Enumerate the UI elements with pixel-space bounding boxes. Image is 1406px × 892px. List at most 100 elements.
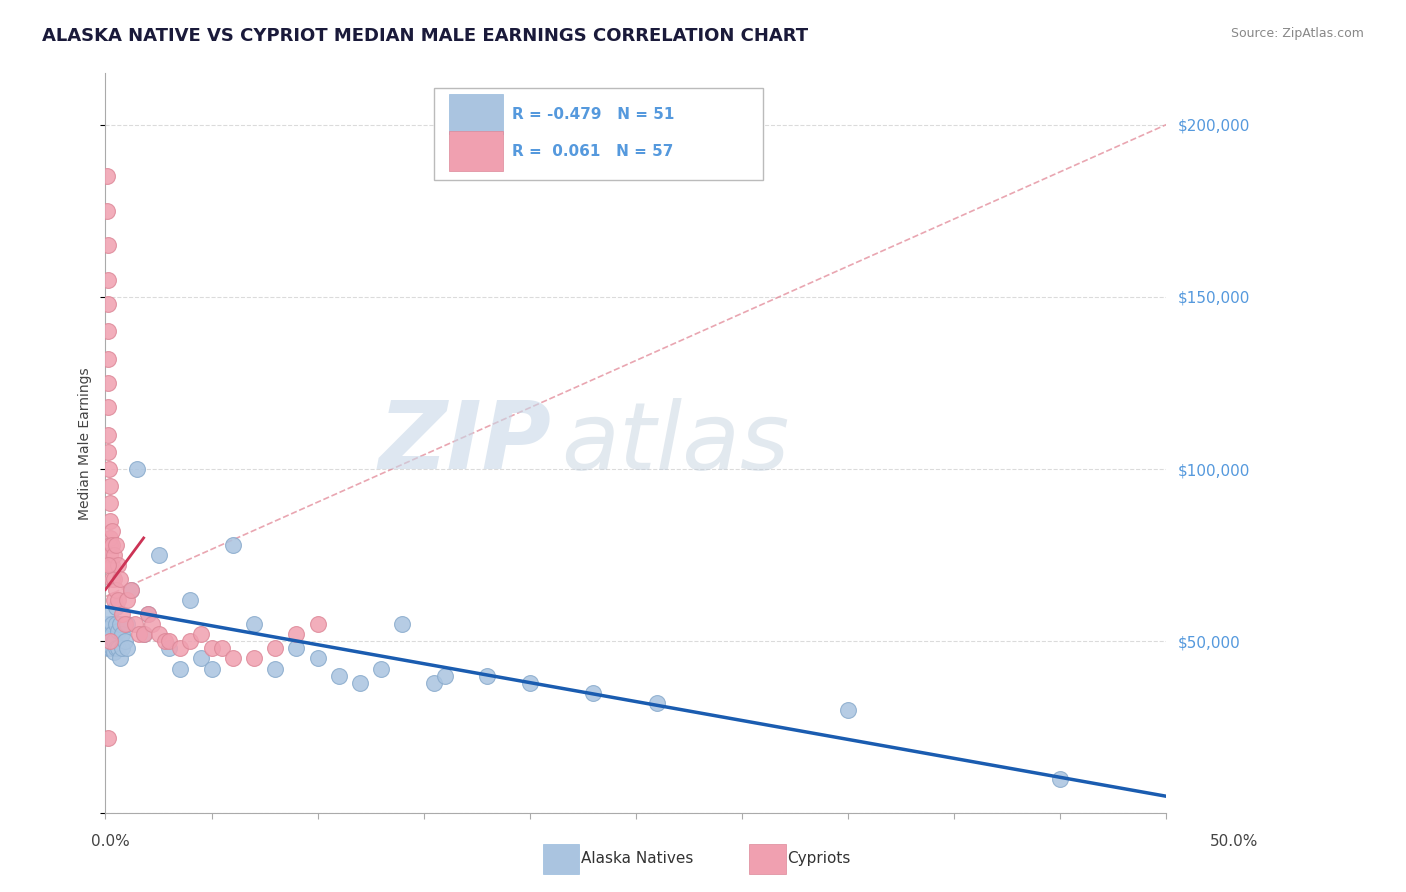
Point	[97, 558, 120, 573]
Point	[98, 558, 121, 573]
FancyBboxPatch shape	[449, 131, 503, 171]
Point	[101, 627, 124, 641]
Point	[97, 641, 120, 656]
Point	[115, 641, 138, 656]
FancyBboxPatch shape	[434, 87, 763, 180]
Point	[200, 662, 222, 676]
Point	[105, 538, 128, 552]
Text: atlas: atlas	[561, 398, 790, 489]
Point	[97, 617, 120, 632]
Point	[98, 514, 121, 528]
Point	[307, 651, 329, 665]
Point	[110, 572, 132, 586]
Point	[107, 641, 129, 656]
Point	[124, 617, 146, 632]
Point	[115, 617, 138, 632]
Point	[582, 686, 605, 700]
Point	[120, 582, 142, 597]
Point	[98, 627, 121, 641]
Point	[169, 641, 191, 656]
Point	[101, 538, 124, 552]
Point	[103, 572, 125, 586]
Point	[97, 272, 120, 286]
Point	[105, 582, 128, 597]
Point	[97, 238, 120, 252]
Point	[157, 634, 180, 648]
Point	[97, 297, 120, 311]
Point	[433, 669, 456, 683]
Point	[307, 617, 329, 632]
Point	[98, 634, 121, 648]
Point	[98, 641, 121, 656]
Point	[98, 479, 121, 493]
Point	[111, 607, 134, 621]
Point	[328, 669, 350, 683]
Point	[264, 641, 287, 656]
Point	[1049, 772, 1071, 786]
Point	[107, 593, 129, 607]
Point	[101, 617, 124, 632]
Point	[349, 675, 371, 690]
Point	[97, 351, 120, 366]
Point	[128, 627, 150, 641]
Text: 0.0%: 0.0%	[91, 834, 131, 849]
Text: 50.0%: 50.0%	[1211, 834, 1258, 849]
Point	[98, 531, 121, 545]
Point	[96, 31, 118, 45]
Point	[645, 696, 668, 710]
Point	[98, 607, 121, 621]
Point	[136, 607, 159, 621]
Point	[157, 641, 180, 656]
Point	[96, 203, 118, 218]
Point	[98, 496, 121, 510]
Point	[110, 617, 132, 632]
Point	[101, 558, 124, 573]
Point	[837, 703, 859, 717]
Point	[103, 644, 125, 658]
Point	[132, 627, 155, 641]
Point	[97, 445, 120, 459]
Point	[136, 607, 159, 621]
Point	[391, 617, 413, 632]
Point	[98, 634, 121, 648]
Point	[190, 651, 212, 665]
Point	[97, 634, 120, 648]
Point	[200, 641, 222, 656]
Text: Alaska Natives: Alaska Natives	[581, 852, 693, 866]
Point	[110, 651, 132, 665]
Text: Cypriots: Cypriots	[787, 852, 851, 866]
Point	[153, 634, 176, 648]
Point	[107, 624, 129, 638]
Point	[97, 324, 120, 338]
Point	[127, 462, 149, 476]
Point	[370, 662, 392, 676]
FancyBboxPatch shape	[449, 95, 503, 135]
Point	[264, 662, 287, 676]
Point	[103, 593, 125, 607]
Point	[97, 731, 120, 745]
Point	[222, 651, 245, 665]
Point	[97, 462, 120, 476]
Text: Source: ZipAtlas.com: Source: ZipAtlas.com	[1230, 27, 1364, 40]
Point	[107, 558, 129, 573]
Point	[105, 599, 128, 614]
Point	[105, 641, 128, 656]
Text: R =  0.061   N = 57: R = 0.061 N = 57	[512, 144, 673, 159]
Point	[97, 376, 120, 390]
Point	[222, 538, 245, 552]
Point	[243, 617, 266, 632]
Point	[103, 634, 125, 648]
Point	[97, 400, 120, 414]
Point	[111, 627, 134, 641]
Point	[141, 617, 163, 632]
Point	[211, 641, 233, 656]
Point	[243, 651, 266, 665]
Point	[101, 641, 124, 656]
Point	[97, 427, 120, 442]
Point	[114, 634, 136, 648]
Point	[115, 593, 138, 607]
Point	[114, 617, 136, 632]
Point	[105, 617, 128, 632]
Point	[120, 582, 142, 597]
Point	[101, 524, 124, 538]
